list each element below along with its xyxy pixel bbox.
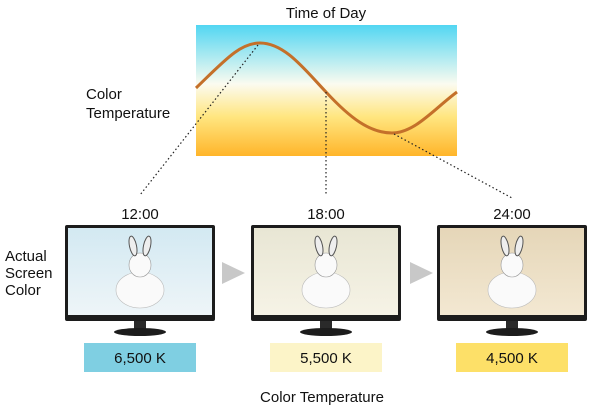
connectors <box>139 44 513 199</box>
rabbit-body <box>301 271 351 309</box>
rabbit-body <box>115 271 165 309</box>
arrow <box>410 262 433 284</box>
rabbit-ear <box>314 235 324 257</box>
stand-base <box>486 328 538 336</box>
temperature-label: 6,500 K <box>114 350 166 367</box>
stand-base <box>114 328 166 336</box>
temperature-box <box>270 343 382 372</box>
stand-neck <box>506 321 518 330</box>
rabbit-head <box>500 252 524 278</box>
arrow <box>222 262 245 284</box>
rabbit-head <box>128 252 152 278</box>
temperature-box <box>84 343 196 372</box>
y-label: Color Temperature <box>86 86 170 122</box>
temperature-label: 4,500 K <box>486 350 538 367</box>
rabbit-ear <box>328 235 338 257</box>
rabbit-ear <box>514 235 524 257</box>
temperature-label: 5,500 K <box>300 350 352 367</box>
temperature-box <box>456 343 568 372</box>
graph-title: Time of Day <box>286 5 367 22</box>
row-label: Actual Screen Color <box>5 248 53 299</box>
rabbit-ear <box>500 235 510 257</box>
rabbit-ear <box>142 235 152 257</box>
rabbit-ear <box>128 235 138 257</box>
rabbit-head <box>314 252 338 278</box>
stand-neck <box>134 321 146 330</box>
rabbit-body <box>487 271 537 309</box>
time-label: 12:00 <box>121 206 159 223</box>
time-label: 24:00 <box>493 206 531 223</box>
stand-neck <box>320 321 332 330</box>
time-label: 18:00 <box>307 206 345 223</box>
footer: Color Temperature <box>260 389 384 406</box>
stand-base <box>300 328 352 336</box>
